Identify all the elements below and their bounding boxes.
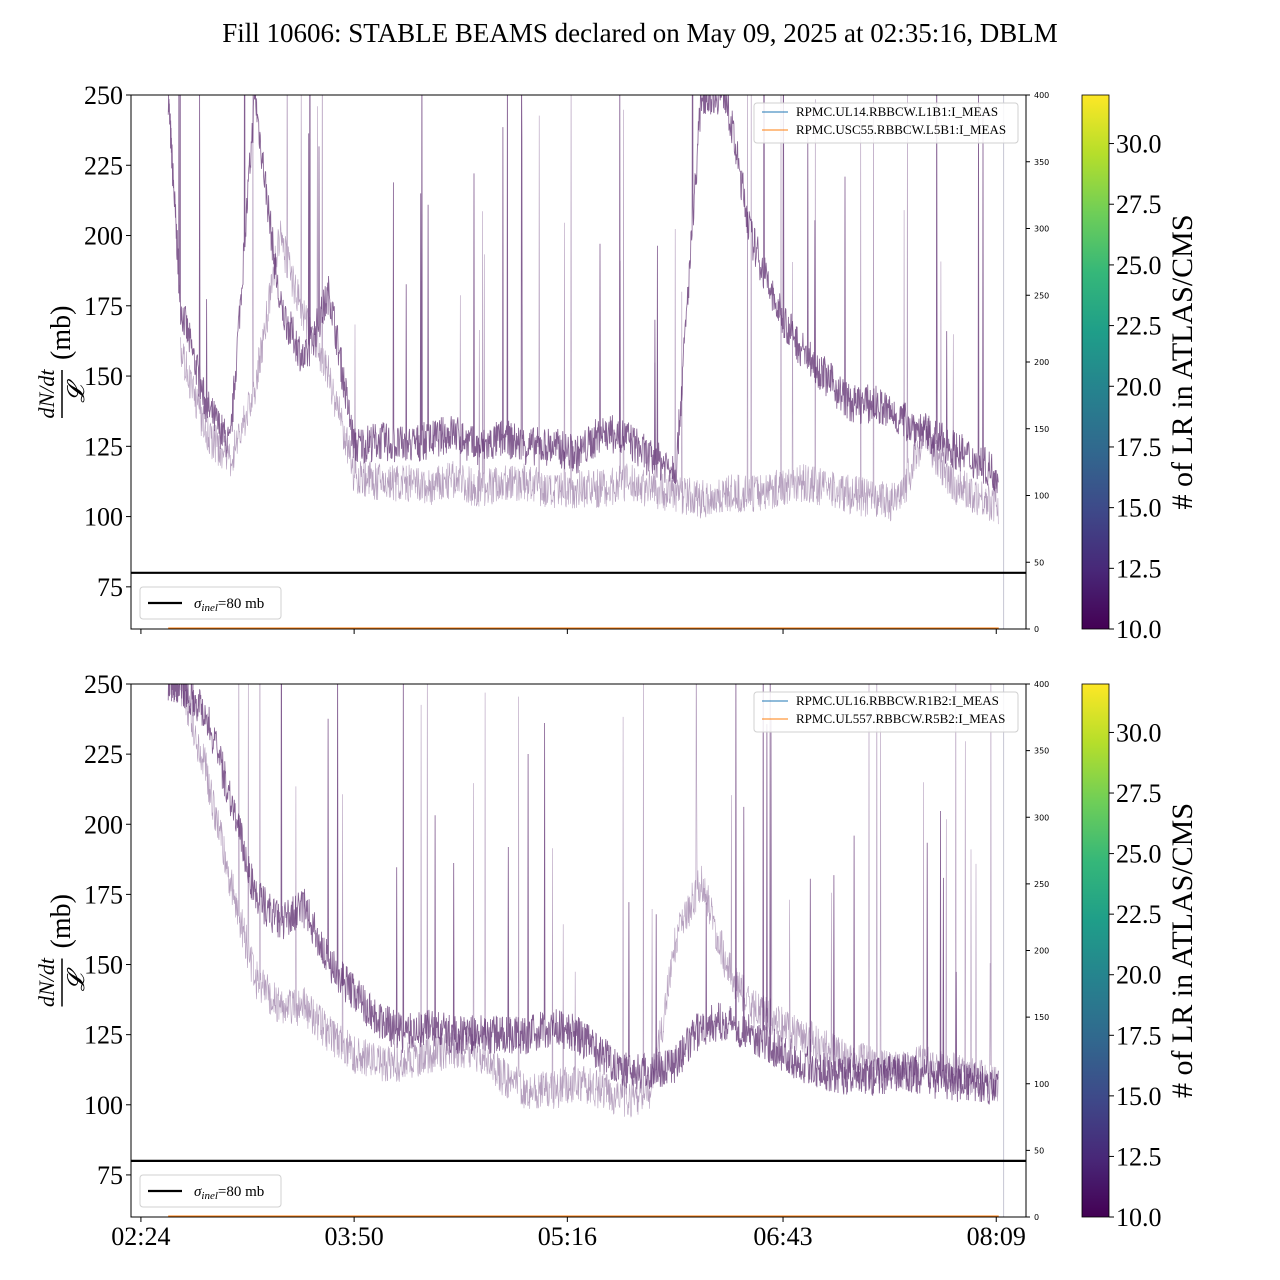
figure-title: Fill 10606: STABLE BEAMS declared on May… — [222, 18, 1058, 48]
x-tick-label: 03:50 — [325, 1222, 384, 1251]
series-legend: RPMC.UL16.RBBCW.R1B2:I_MEAS RPMC.UL557.RB… — [753, 691, 1019, 733]
x-tick-label: 08:09 — [967, 1222, 1026, 1251]
x-tick-label: 02:24 — [111, 1222, 170, 1251]
y-tick-label: 75 — [97, 1161, 123, 1190]
legend-box — [139, 1174, 282, 1208]
right-y-tick-label: 50 — [1034, 1146, 1044, 1155]
colorbar-tick-label: 17.5 — [1116, 433, 1162, 462]
series-group — [167, 95, 999, 525]
right-y-tick-label: 100 — [1034, 492, 1049, 501]
legend-box — [139, 586, 282, 620]
y-tick-label: 250 — [84, 81, 123, 110]
right-y-tick-label: 100 — [1034, 1080, 1049, 1089]
y-tick-label: 250 — [84, 670, 123, 699]
colorbar-bar — [1081, 683, 1110, 1218]
y-label-numerator: dN/dt — [34, 957, 59, 1007]
chart-panel-bottom: 75 100 125 150 175 200 225 250 0 50 100 150 200 250 30… — [34, 670, 1049, 1251]
colorbar-bar — [1081, 94, 1110, 630]
series-trace-2 — [180, 95, 999, 525]
right-y-tick-label: 200 — [1034, 358, 1049, 367]
y-tick-label: 75 — [97, 573, 123, 602]
right-y-tick-label: 250 — [1034, 291, 1049, 300]
right-y-tick-label: 300 — [1034, 225, 1049, 234]
y-label-unit: (mb) — [46, 894, 77, 948]
right-y-tick-label: 0 — [1034, 625, 1039, 634]
colorbar-tick-label: 12.5 — [1116, 554, 1162, 583]
y-tick-label: 100 — [84, 1091, 123, 1120]
x-tick-label: 06:43 — [753, 1222, 812, 1251]
y-label-unit: (mb) — [46, 306, 77, 360]
colorbar-tick-label: 27.5 — [1116, 779, 1162, 808]
legend-entry: σinel=80 mb — [194, 596, 264, 614]
legend-entry: RPMC.UL557.RBBCW.R5B2:I_MEAS — [796, 711, 1005, 726]
colorbar-tick-label: 25.0 — [1116, 251, 1162, 280]
colorbar-tick-label: 10.0 — [1116, 1203, 1162, 1232]
colorbar-tick-label: 17.5 — [1116, 1021, 1162, 1050]
colorbar-label: # of LR in ATLAS/CMS — [1166, 803, 1199, 1098]
y-tick-label: 125 — [84, 1021, 123, 1050]
y-axis-label: dN/dt 𝓛(mb) — [34, 894, 90, 1007]
y-tick-label: 100 — [84, 503, 123, 532]
y-tick-label: 150 — [84, 951, 123, 980]
series-trace-1 — [167, 95, 999, 494]
y-tick-label: 200 — [84, 810, 123, 839]
y-tick-label: 125 — [84, 432, 123, 461]
right-y-tick-label: 350 — [1034, 158, 1049, 167]
y-label-numerator: dN/dt — [34, 369, 59, 419]
colorbar-tick-label: 20.0 — [1116, 961, 1162, 990]
y-tick-label: 225 — [84, 740, 123, 769]
right-y-tick-label: 150 — [1034, 1013, 1049, 1022]
right-y-tick-label: 400 — [1034, 91, 1049, 100]
right-y-tick-label: 250 — [1034, 880, 1049, 889]
legend-entry: σinel=80 mb — [194, 1184, 264, 1202]
y-tick-label: 225 — [84, 151, 123, 180]
colorbar-bottom: 10.0 12.5 15.0 17.5 20.0 22.5 25.0 27.5 30.0 # of… — [1081, 683, 1199, 1232]
reference-legend: σinel=80 mb — [139, 586, 282, 620]
legend-box — [753, 691, 1019, 733]
right-y-tick-label: 350 — [1034, 747, 1049, 756]
x-tick-label: 05:16 — [538, 1222, 597, 1251]
colorbar-tick-label: 10.0 — [1116, 615, 1162, 644]
colorbar-tick-label: 22.5 — [1116, 900, 1162, 929]
reference-legend: σinel=80 mb — [139, 1174, 282, 1208]
right-y-tick-label: 0 — [1034, 1213, 1039, 1222]
colorbar-tick-label: 25.0 — [1116, 840, 1162, 869]
series-legend: RPMC.UL14.RBBCW.L1B1:I_MEAS RPMC.USC55.RB… — [753, 102, 1019, 144]
plot-frame — [130, 683, 1027, 1218]
legend-entry: RPMC.UL14.RBBCW.L1B1:I_MEAS — [796, 104, 998, 119]
legend-box — [753, 102, 1019, 144]
colorbar-top: 10.0 12.5 15.0 17.5 20.0 22.5 25.0 27.5 30.0 # of… — [1081, 94, 1199, 644]
legend-entry: RPMC.UL16.RBBCW.R1B2:I_MEAS — [796, 693, 999, 708]
y-tick-label: 150 — [84, 362, 123, 391]
series-trace-1 — [167, 684, 999, 1105]
colorbar-tick-label: 15.0 — [1116, 494, 1162, 523]
chart-panel-top: 75 100 125 150 175 200 225 250 0 50 100 150 200 250 30… — [34, 81, 1049, 634]
colorbar-tick-label: 12.5 — [1116, 1142, 1162, 1171]
y-tick-label: 175 — [84, 880, 123, 909]
right-y-tick-label: 400 — [1034, 680, 1049, 689]
right-y-tick-label: 200 — [1034, 947, 1049, 956]
colorbar-tick-label: 30.0 — [1116, 130, 1162, 159]
colorbar-tick-label: 27.5 — [1116, 190, 1162, 219]
right-y-tick-label: 150 — [1034, 425, 1049, 434]
colorbar-tick-label: 30.0 — [1116, 718, 1162, 747]
series-group — [167, 684, 999, 1118]
colorbar-tick-label: 22.5 — [1116, 312, 1162, 341]
legend-entry: RPMC.USC55.RBBCW.L5B1:I_MEAS — [796, 122, 1006, 137]
right-y-tick-label: 50 — [1034, 558, 1044, 567]
y-tick-label: 200 — [84, 222, 123, 251]
y-tick-label: 175 — [84, 292, 123, 321]
series-trace-2 — [180, 684, 999, 1118]
colorbar-tick-label: 20.0 — [1116, 372, 1162, 401]
colorbar-tick-label: 15.0 — [1116, 1082, 1162, 1111]
colorbar-label: # of LR in ATLAS/CMS — [1166, 214, 1199, 509]
right-y-tick-label: 300 — [1034, 813, 1049, 822]
y-axis-label: dN/dt 𝓛(mb) — [34, 306, 90, 419]
